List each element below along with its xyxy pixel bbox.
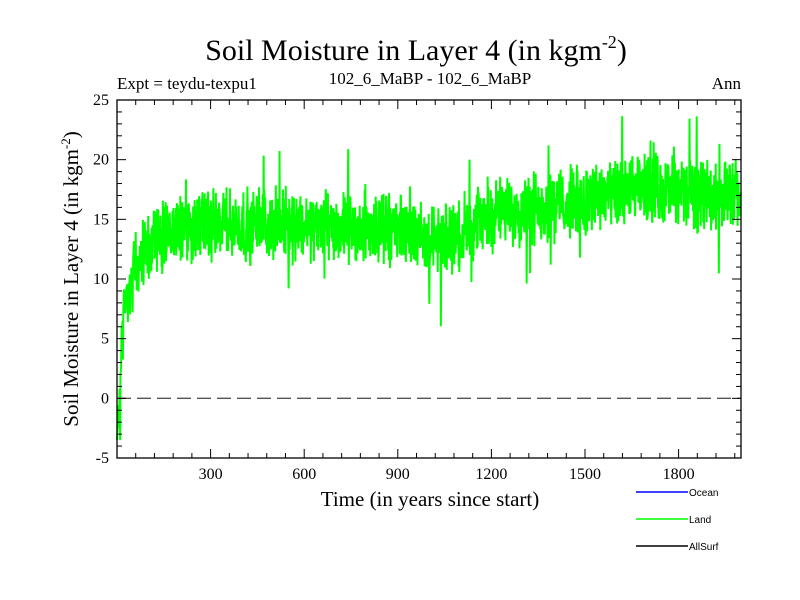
legend-label-land: Land: [689, 515, 711, 526]
x-tick-label: 900: [386, 466, 410, 483]
x-tick-label: 600: [292, 466, 316, 483]
legend-label-ocean: Ocean: [689, 488, 718, 499]
x-axis-label: Time (in years since start): [321, 487, 540, 511]
series-line-land: [116, 116, 742, 441]
subtitle-center: 102_6_MaBP - 102_6_MaBP: [329, 69, 531, 88]
legend: Ocean Land AllSurf: [636, 488, 719, 553]
x-tick-label: 300: [199, 466, 223, 483]
y-axis-label-close: ): [59, 131, 83, 138]
x-tick-label: 1500: [569, 466, 601, 483]
chart-title: Soil Moisture in Layer 4 (in kgm-2): [205, 32, 627, 67]
x-tick-label: 1800: [663, 466, 695, 483]
y-tick-label: 5: [101, 331, 109, 348]
plot-area: 300 600 900 1200 1500 1800 -5 0 5 10 15 20 25: [93, 92, 742, 483]
y-axis-label: Soil Moisture in Layer 4 (in kgm-2): [58, 131, 83, 426]
y-tick-label: 10: [93, 271, 109, 288]
y-tick-label: 25: [93, 92, 109, 109]
legend-label-allsurf: AllSurf: [689, 542, 719, 553]
x-tick-label: 1200: [475, 466, 507, 483]
y-tick-label: -5: [96, 450, 109, 467]
y-tick-label: 20: [93, 152, 109, 169]
subtitle-right: Ann: [712, 74, 742, 93]
y-axis-label-text: Soil Moisture in Layer 4 (in kgm: [59, 149, 83, 427]
chart-title-sup: -2: [602, 32, 617, 52]
subtitle-left: Expt = teydu-texpu1: [117, 74, 257, 93]
chart-title-close: ): [617, 34, 627, 67]
y-axis-label-sup: -2: [58, 138, 73, 149]
y-tick-label: 15: [93, 211, 109, 228]
chart-title-text: Soil Moisture in Layer 4 (in kgm: [205, 34, 602, 67]
y-tick-label: 0: [101, 390, 109, 407]
